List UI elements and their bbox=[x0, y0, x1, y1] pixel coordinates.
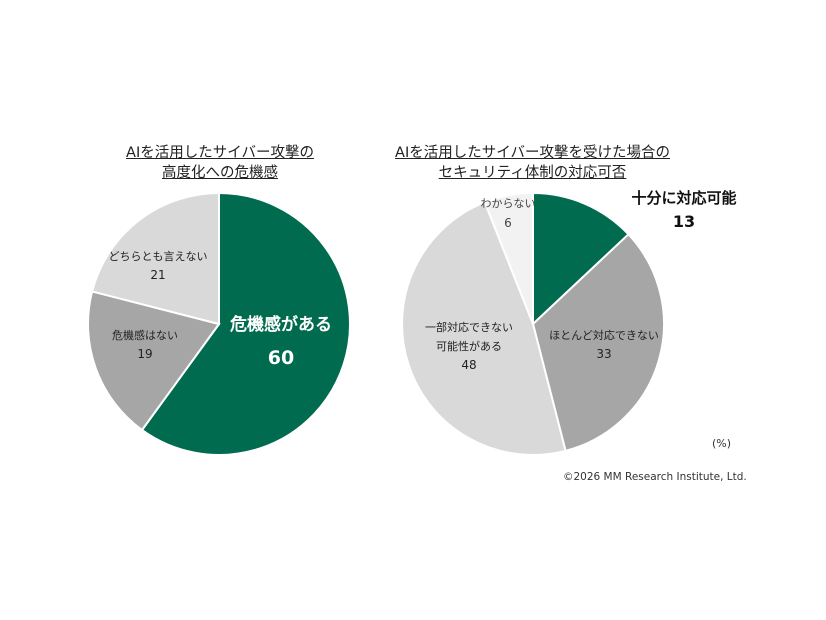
chart1-title-line2: 高度化への危機感 bbox=[162, 165, 278, 181]
chart2-title: AIを活用したサイバー攻撃を受けた場合の セキュリティ体制の対応可否 bbox=[370, 143, 695, 183]
chart1-slice-2-value: 19 bbox=[137, 347, 152, 361]
chart2-slice-1-label: 十分に対応可能 bbox=[631, 189, 736, 207]
chart2-slice-3 bbox=[401, 200, 567, 456]
chart1-title-line1: AIを活用したサイバー攻撃の bbox=[126, 145, 314, 161]
chart2-slice-1-value: 13 bbox=[673, 212, 695, 231]
chart1-slice-1-value: 60 bbox=[268, 347, 294, 369]
chart2-slice-1 bbox=[532, 191, 630, 327]
chart1-slice-3-label: どちらとも言えない bbox=[109, 250, 208, 263]
chart2-slice-3-label: 可能性がある bbox=[436, 339, 502, 353]
chart2-slice-4-label: わからない bbox=[481, 197, 536, 210]
chart2-slice-3-value: 48 bbox=[461, 358, 476, 372]
chart1-slice-3 bbox=[90, 191, 220, 326]
chart1-slice-2 bbox=[87, 290, 221, 432]
chart1-title: AIを活用したサイバー攻撃の 高度化への危機感 bbox=[95, 143, 345, 183]
chart2-title-line2: セキュリティ体制の対応可否 bbox=[438, 165, 627, 181]
chart1-slice-1-label: 危機感がある bbox=[229, 314, 332, 335]
chart2-slice-2 bbox=[531, 232, 665, 453]
chart1-slice-2-label: 危機感はない bbox=[112, 328, 178, 342]
chart2-title-line1: AIを活用したサイバー攻撃を受けた場合の bbox=[395, 145, 670, 161]
chart2-slice-4 bbox=[483, 191, 534, 325]
chart2-slice-2-value: 33 bbox=[596, 347, 611, 361]
copyright: ©2026 MM Research Institute, Ltd. bbox=[563, 471, 747, 483]
chart2-slice-2-label: ほとんど対応できない bbox=[549, 328, 659, 342]
chart2-slice-4-value: 6 bbox=[504, 216, 512, 230]
chart1-slice-1 bbox=[140, 191, 351, 456]
chart2-slice-3-label: 一部対応できない bbox=[425, 320, 513, 334]
unit-label: (%) bbox=[712, 437, 732, 450]
chart1-slice-3-value: 21 bbox=[150, 268, 165, 282]
